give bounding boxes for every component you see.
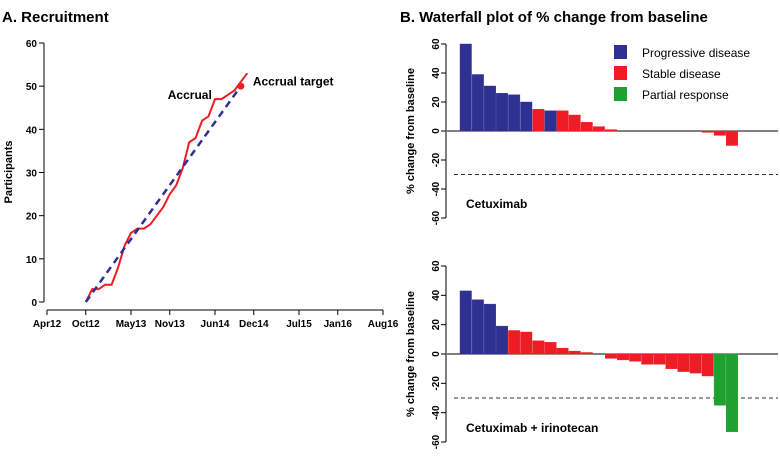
waterfall-bar — [484, 303, 496, 355]
legend-label: Partial response — [642, 88, 729, 102]
recruitment-y-label: Participants — [3, 141, 15, 204]
recruitment-y-tick-label: 30 — [26, 169, 38, 180]
waterfall-bar — [471, 74, 484, 132]
waterfall-y-tick-label: -40 — [431, 405, 442, 420]
waterfall-bar — [508, 94, 521, 132]
waterfall-bar — [713, 353, 726, 406]
legend-label: Progressive disease — [642, 46, 750, 60]
waterfall-bar — [629, 353, 642, 362]
recruitment-axes: 0 10 20 30 40 50 60 Apr12 Oct12 May13 Nov13 Jun14 De… — [26, 39, 399, 330]
waterfall-bar — [544, 342, 557, 355]
recruitment-series-target-line — [84, 85, 242, 303]
accrual-target-marker — [237, 82, 245, 90]
recruitment-x-tick-label: May13 — [116, 319, 147, 330]
waterfall-bar — [484, 85, 496, 132]
legend-swatch — [614, 45, 627, 59]
recruitment-title: A. Recruitment — [2, 9, 109, 26]
recruitment-x-tick-label: Oct12 — [72, 319, 100, 330]
waterfall-bar — [568, 114, 581, 132]
waterfall-bar — [580, 122, 593, 132]
waterfall-bar — [605, 129, 617, 132]
recruitment-series-accrual-line — [84, 72, 249, 303]
waterfall-bar — [677, 353, 690, 372]
waterfall-title: B. Waterfall plot of % change from basel… — [400, 9, 708, 26]
recruitment-x-tick-label: Jan16 — [324, 319, 353, 330]
accrual-annotation: Accrual — [168, 88, 212, 102]
recruitment-y-tick-label: 0 — [31, 298, 37, 309]
waterfall-bar — [701, 353, 714, 377]
waterfall-bar — [701, 130, 714, 133]
waterfall-y-tick-label: 0 — [431, 128, 442, 134]
waterfall-bar — [665, 353, 678, 369]
waterfall-panel-cetuximab: 60 40 20 0 -20 -40 -60 % change from baseline Ce… — [405, 38, 778, 225]
recruitment-x-tick-label: Nov13 — [155, 319, 185, 330]
waterfall-bar — [496, 325, 508, 355]
waterfall-y-tick-label: 20 — [431, 96, 442, 108]
waterfall-bar — [532, 109, 545, 132]
recruitment-annotations: Accrual Accrual target — [168, 74, 334, 101]
recruitment-x-tick-label: Aug16 — [368, 319, 399, 330]
waterfall-bar — [592, 126, 605, 132]
accrual-target-annotation: Accrual target — [253, 74, 334, 88]
waterfall-chart: B. Waterfall plot of % change from basel… — [400, 9, 778, 449]
recruitment-y-tick-label: 50 — [26, 82, 38, 93]
waterfall-panel-label: Cetuximab — [466, 197, 527, 211]
waterfall-y-label: % change from baseline — [405, 68, 417, 194]
waterfall-bar — [605, 353, 617, 359]
waterfall-bar — [580, 352, 593, 355]
waterfall-bar — [568, 350, 581, 355]
waterfall-y-label: % change from baseline — [405, 291, 417, 417]
waterfall-y-tick-label: -60 — [431, 434, 442, 449]
waterfall-bar — [520, 101, 533, 132]
recruitment-x-tick-label: Jun14 — [201, 319, 230, 330]
waterfall-bar — [617, 353, 629, 361]
recruitment-chart: A. Recruitment Participants 0 10 20 30 40 50 6… — [2, 9, 399, 330]
waterfall-bar — [459, 43, 472, 132]
waterfall-bar — [496, 93, 508, 132]
waterfall-bar — [689, 353, 702, 374]
waterfall-panel-cetuximab-irinotecan: 60 40 20 0 -20 -40 -60 % change from baseline Ce… — [405, 260, 778, 449]
waterfall-y-tick-label: -20 — [431, 152, 442, 167]
legend-swatch — [614, 87, 627, 101]
waterfall-bar — [556, 110, 569, 132]
waterfall-bar — [713, 130, 726, 136]
waterfall-bar — [653, 353, 666, 365]
recruitment-y-tick-label: 40 — [26, 125, 38, 136]
legend-label: Stable disease — [642, 67, 721, 81]
recruitment-x-tick-label: Dec14 — [239, 319, 269, 330]
waterfall-legend: Progressive disease Stable disease Partial… — [614, 45, 750, 102]
waterfall-bar — [471, 299, 484, 355]
waterfall-y-tick-label: 0 — [431, 351, 442, 357]
waterfall-bar — [459, 290, 472, 355]
waterfall-y-tick-label: -40 — [431, 181, 442, 196]
waterfall-bar — [520, 331, 533, 355]
waterfall-y-tick-label: -20 — [431, 376, 442, 391]
waterfall-bar — [508, 330, 521, 355]
recruitment-y-tick-label: 60 — [26, 39, 38, 50]
waterfall-y-tick-label: 20 — [431, 319, 442, 331]
waterfall-y-tick-label: 60 — [431, 260, 442, 272]
recruitment-y-tick-label: 10 — [26, 255, 38, 266]
legend-swatch — [614, 66, 627, 80]
waterfall-y-tick-label: 40 — [431, 289, 442, 301]
waterfall-bar — [726, 130, 738, 146]
waterfall-y-tick-label: -60 — [431, 210, 442, 225]
waterfall-bar — [641, 353, 654, 365]
waterfall-panel-label: Cetuximab + irinotecan — [466, 421, 598, 435]
waterfall-y-tick-label: 40 — [431, 67, 442, 79]
waterfall-bar — [556, 347, 569, 355]
recruitment-x-tick-label: Jul15 — [286, 319, 312, 330]
recruitment-x-tick-label: Apr12 — [33, 319, 62, 330]
waterfall-bar — [532, 340, 545, 355]
waterfall-bar — [544, 110, 557, 132]
waterfall-bar — [726, 353, 738, 432]
recruitment-series — [84, 72, 249, 303]
recruitment-y-tick-label: 20 — [26, 212, 38, 223]
waterfall-y-tick-label: 60 — [431, 38, 442, 50]
